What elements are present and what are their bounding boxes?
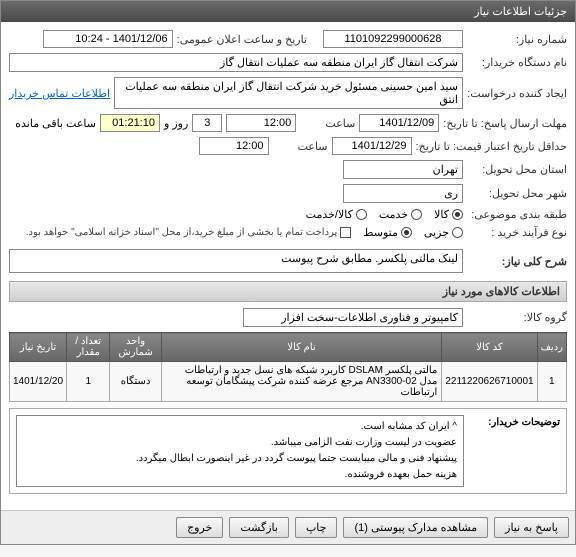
back-button[interactable]: بازگشت <box>229 517 289 538</box>
announce-field: 1401/12/06 - 10:24 <box>43 30 173 48</box>
checkbox-treasury[interactable] <box>340 227 351 238</box>
radio-low-label: جزیی <box>424 226 449 239</box>
buytype-label: نوع فرآیند خرید : <box>467 226 567 239</box>
deadline-date-field: 1401/12/09 <box>359 114 439 132</box>
table-cell: دستگاه <box>110 362 161 402</box>
print-button[interactable]: چاپ <box>295 517 338 538</box>
table-cell: مالتی پلکسر DSLAM کاربرد شبکه های نسل جد… <box>161 362 442 402</box>
validity-time-field: 12:00 <box>199 137 269 155</box>
table-row: 12211220626710001مالتی پلکسر DSLAM کاربر… <box>10 362 567 402</box>
creator-field: سید امین حسینی مسئول خرید شرکت انتقال گا… <box>114 77 463 109</box>
radio-mid[interactable] <box>401 227 412 238</box>
buyer-field: شرکت انتقال گاز ایران منطقه سه عملیات ان… <box>9 53 463 72</box>
city-field: ری <box>343 184 463 203</box>
remaining-time-field: 01:21:10 <box>100 114 160 132</box>
group-field: کامپیوتر و فناوری اطلاعات-سخت افزار <box>243 308 463 327</box>
place-label: استان محل تحویل: <box>467 163 567 176</box>
days-field: 3 <box>192 114 222 132</box>
table-cell: 2211220626710001 <box>442 362 537 402</box>
radio-low[interactable] <box>452 227 463 238</box>
radio-both-label: کالا/خدمت <box>306 208 353 221</box>
table-header: تعداد / مقدار <box>67 333 110 362</box>
deadline-time-field: 12:00 <box>226 114 296 132</box>
radio-goods-label: کالا <box>434 208 449 221</box>
buytype-radios: جزیی متوسط پرداخت تمام یا بخشی از مبلغ خ… <box>26 226 463 239</box>
table-cell: 1 <box>537 362 566 402</box>
treasury-note: پرداخت تمام یا بخشی از مبلغ خرید،از محل … <box>26 227 338 238</box>
table-header: ردیف <box>537 333 566 362</box>
radio-service-label: خدمت <box>379 208 408 221</box>
titlebar: جزئیات اطلاعات نیاز <box>1 1 575 22</box>
exit-button[interactable]: خروج <box>176 517 223 538</box>
city-label: شهر محل تحویل: <box>467 187 567 200</box>
form-content: شماره نیاز: 1101092299000628 تاریخ و ساع… <box>1 22 575 502</box>
footer-bar: پاسخ به نیاز مشاهده مدارک پیوستی (1) چاپ… <box>1 510 575 544</box>
table-header: تاریخ نیاز <box>10 333 67 362</box>
radio-both[interactable] <box>356 209 367 220</box>
table-header: کد کالا <box>442 333 537 362</box>
table-cell: 1401/12/20 <box>10 362 67 402</box>
validity-label: حداقل تاریخ اعتبار قیمت: تا تاریخ: <box>416 140 567 153</box>
radio-mid-label: متوسط <box>363 226 398 239</box>
details-window: جزئیات اطلاعات نیاز شماره نیاز: 11010922… <box>0 0 576 545</box>
attachments-button[interactable]: مشاهده مدارک پیوستی (1) <box>343 517 488 538</box>
deadline-label: مهلت ارسال پاسخ: تا تاریخ: <box>443 117 567 130</box>
radio-service[interactable] <box>411 209 422 220</box>
desc-label: شرح کلی نیاز: <box>467 255 567 268</box>
validity-date-field: 1401/12/29 <box>332 137 412 155</box>
buyer-label: نام دستگاه خریدار: <box>467 56 567 69</box>
table-header: واحد شمارش <box>110 333 161 362</box>
need-no-field: 1101092299000628 <box>323 30 463 48</box>
time-label-1: ساعت <box>300 117 355 130</box>
table-header: نام کالا <box>161 333 442 362</box>
reply-button[interactable]: پاسخ به نیاز <box>494 517 569 538</box>
need-no-label: شماره نیاز: <box>467 33 567 46</box>
buyer-notes-box: توضیحات خریدار: ^ ایران کد مشابه است.عضو… <box>9 408 567 494</box>
buyer-notes-label: توضیحات خریدار: <box>470 415 560 487</box>
place-field: تهران <box>343 160 463 179</box>
creator-label: ایجاد کننده درخواست: <box>467 87 567 100</box>
announce-label: تاریخ و ساعت اعلان عمومی: <box>177 33 307 46</box>
group-label: گروه کالا: <box>467 311 567 324</box>
goods-table: ردیفکد کالانام کالاواحد شمارشتعداد / مقد… <box>9 332 567 402</box>
category-label: طبقه بندی موضوعی: <box>467 208 567 221</box>
radio-goods[interactable] <box>452 209 463 220</box>
days-and-label: روز و <box>164 117 188 130</box>
desc-field: لینک مالتی پلکسر. مطابق شرح پیوست <box>9 249 463 273</box>
time-label-2: ساعت <box>273 140 328 153</box>
buyer-notes-text: ^ ایران کد مشابه است.عضویت در لیست وزارت… <box>16 415 464 487</box>
category-radios: کالا خدمت کالا/خدمت <box>306 208 463 221</box>
table-cell: 1 <box>67 362 110 402</box>
remaining-label: ساعت باقی مانده <box>15 117 96 130</box>
goods-header: اطلاعات کالاهای مورد نیاز <box>9 281 567 302</box>
contact-link[interactable]: اطلاعات تماس خریدار <box>9 87 110 100</box>
